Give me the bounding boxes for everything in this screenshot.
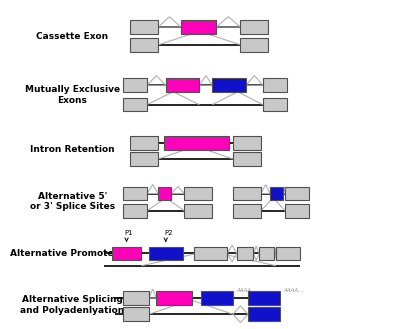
Bar <box>130 38 158 52</box>
Bar <box>285 187 310 200</box>
Bar <box>233 136 261 150</box>
Bar <box>184 204 212 217</box>
Text: AAAA...: AAAA... <box>237 289 257 293</box>
Bar <box>270 187 283 200</box>
Bar <box>123 187 147 200</box>
Bar <box>123 291 149 305</box>
Bar <box>156 291 192 305</box>
Bar <box>240 20 268 34</box>
Bar <box>166 78 199 92</box>
Text: Cassette Exon: Cassette Exon <box>36 32 108 41</box>
Bar <box>123 78 147 92</box>
Bar <box>112 247 142 260</box>
Text: Mutually Exclusive
Exons: Mutually Exclusive Exons <box>25 85 120 105</box>
Text: Intron Retention: Intron Retention <box>30 145 115 154</box>
Bar <box>285 204 310 217</box>
Bar <box>164 136 229 150</box>
Bar <box>233 152 261 166</box>
Bar <box>130 20 158 34</box>
Bar <box>201 291 233 305</box>
Text: P1: P1 <box>125 230 133 236</box>
Bar <box>158 187 171 200</box>
Bar <box>263 98 287 112</box>
Bar <box>130 152 158 166</box>
Text: Alternative 5'
or 3' Splice Sites: Alternative 5' or 3' Splice Sites <box>30 192 115 212</box>
Bar <box>184 187 212 200</box>
Bar <box>181 20 216 34</box>
Bar <box>240 38 268 52</box>
Text: P2: P2 <box>164 230 172 236</box>
Bar <box>276 247 300 260</box>
Bar <box>233 204 261 217</box>
Bar <box>123 98 147 112</box>
Bar <box>237 247 254 260</box>
Text: Alternative Splicing
and Polyadenlyation: Alternative Splicing and Polyadenlyation <box>20 295 124 315</box>
Bar <box>263 78 287 92</box>
Bar <box>233 187 261 200</box>
Bar <box>123 204 147 217</box>
Bar <box>248 291 280 305</box>
Bar <box>212 78 246 92</box>
Bar <box>248 308 280 321</box>
Bar <box>130 136 158 150</box>
Bar <box>194 247 227 260</box>
Bar <box>123 308 149 321</box>
Bar <box>149 247 182 260</box>
Bar <box>259 247 274 260</box>
Text: AAAA...: AAAA... <box>283 289 304 293</box>
Text: Alternative Promoters: Alternative Promoters <box>10 249 124 258</box>
